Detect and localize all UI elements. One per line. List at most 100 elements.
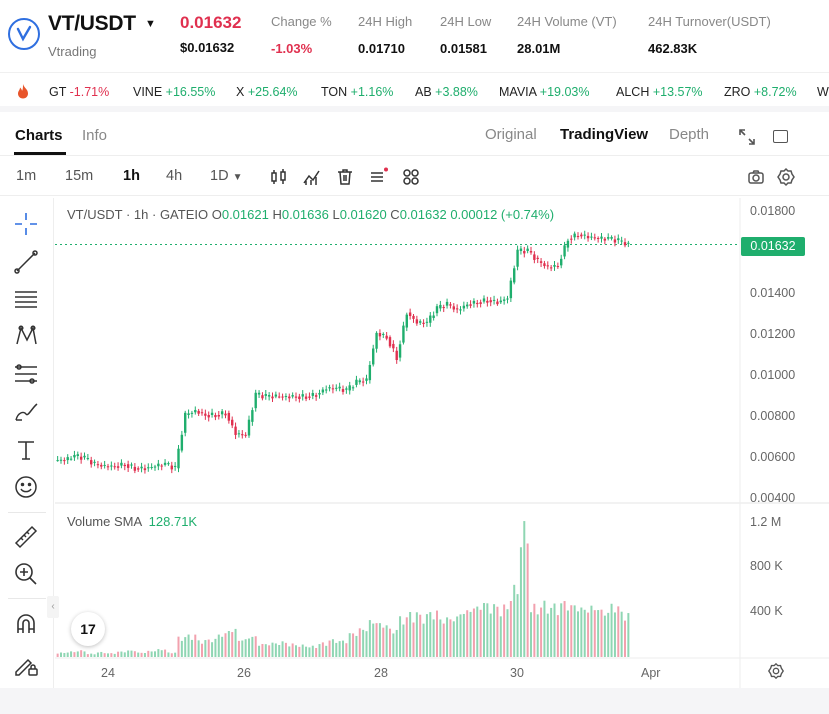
candle-body [398,344,402,358]
volume-bar [150,651,153,657]
candle-body [351,387,355,389]
volume-bar [375,623,378,657]
candle-body [133,466,137,471]
price-chart[interactable]: VT/USDT · 1h · GATEIO O0.01621 H0.01636 … [47,198,829,688]
ticker-item-x[interactable]: X +25.64% [236,85,298,99]
legend-close: 0.01632 [399,207,447,222]
candle-body [261,395,264,399]
candle-body [449,304,452,306]
emoji-icon[interactable] [12,473,40,501]
ticker-item-zro[interactable]: ZRO +8.72% [724,85,797,99]
ticker-item-ton[interactable]: TON +1.16% [321,85,393,99]
candle-body [368,364,372,381]
volume-bar [563,601,566,657]
zoom-icon[interactable] [12,560,40,588]
token-name: Vtrading [48,44,97,59]
ticker-symbol: MAVIA [499,85,537,99]
market-header: VT/USDT ▼ Vtrading 0.01632 $0.01632 Chan… [0,0,829,70]
candle-type-icon[interactable] [269,167,289,187]
candle-body [69,458,73,460]
volume-bar [231,632,234,657]
tab-original[interactable]: Original [485,126,537,143]
horizontal-lines-icon[interactable] [12,285,40,313]
stat-value-volume: 28.01M [517,41,561,56]
candle-body [194,409,197,413]
ticker-item-vine[interactable]: VINE +16.55% [133,85,215,99]
pair-symbol[interactable]: VT/USDT [48,12,136,35]
volume-bar [254,636,257,657]
crosshair-icon[interactable] [12,210,40,238]
volume-bar [325,645,328,657]
chart-canvas[interactable] [55,198,829,688]
volume-bar [489,613,492,657]
timeframe-1m[interactable]: 1m [16,168,37,184]
candle-body [126,464,130,468]
volume-bar [76,651,79,657]
volume-bar [516,594,519,657]
tab-info[interactable]: Info [82,127,108,144]
legend-symbol: VT/USDT · 1h · GATEIO [67,207,209,222]
settings-icon[interactable] [776,167,796,187]
candle-body [157,463,160,467]
candle-body [120,462,123,466]
candle-body [291,395,294,397]
candle-body [190,412,194,414]
ticker-item-ab[interactable]: AB +3.88% [415,85,478,99]
volume-bar [593,610,596,657]
candle-body [267,395,271,397]
pattern-icon[interactable] [12,322,40,350]
expand-icon[interactable] [738,128,756,146]
list-icon[interactable] [368,167,388,187]
text-icon[interactable] [12,436,40,464]
volume-bar [291,643,294,657]
window-icon[interactable] [773,130,788,143]
volume-bar [335,642,338,657]
volume-bar [63,652,66,657]
collapse-toolbar-button[interactable]: ‹ [47,596,59,618]
indicators-icon[interactable] [302,167,322,187]
ticker-item-gt[interactable]: GT -1.71% [49,85,109,99]
camera-icon[interactable] [746,167,766,187]
chart-settings-icon[interactable] [767,662,785,680]
ticker-item-w[interactable]: W [817,85,829,99]
trendline-icon[interactable] [12,248,40,276]
candle-body [415,319,419,324]
candle-body [335,387,338,389]
candle-body [163,462,167,465]
volume-bar [429,612,432,657]
delete-icon[interactable] [335,167,355,187]
magnet-icon[interactable] [12,611,40,639]
ticker-item-alch[interactable]: ALCH +13.57% [616,85,703,99]
candle-body [244,434,247,436]
fib-icon[interactable] [12,360,40,388]
candle-body [378,333,382,337]
candle-body [627,242,630,244]
ruler-icon[interactable] [12,523,40,551]
volume-bar [409,612,412,657]
volume-bar [499,616,502,657]
candle-body [110,465,113,467]
tab-depth[interactable]: Depth [669,126,710,143]
volume-bar [244,639,247,657]
timeframe-4h[interactable]: 4h [166,168,183,184]
volume-bar [318,644,321,657]
candle-body [207,415,210,418]
last-price-tag: 0.01632 [741,237,805,256]
timeframe-1h[interactable]: 1h [123,168,140,184]
ticker-change: +13.57% [652,85,703,99]
candle-body [425,321,429,323]
brush-icon[interactable] [12,398,40,426]
lock-draw-icon[interactable] [12,650,40,678]
layout-icon[interactable] [401,167,421,187]
volume-bar [70,651,73,657]
ticker-item-mavia[interactable]: MAVIA +19.03% [499,85,589,99]
volume-bar [389,628,391,657]
pair-dropdown-icon[interactable]: ▼ [145,18,156,30]
tab-tradingview[interactable]: TradingView [560,126,649,143]
candle-body [476,302,479,305]
volume-bar [164,649,167,657]
timeframe-15m[interactable]: 15m [65,168,94,184]
tab-charts[interactable]: Charts [15,127,63,144]
timeframe-1d[interactable]: 1D ▼ [210,168,242,184]
candle-body [284,396,288,398]
